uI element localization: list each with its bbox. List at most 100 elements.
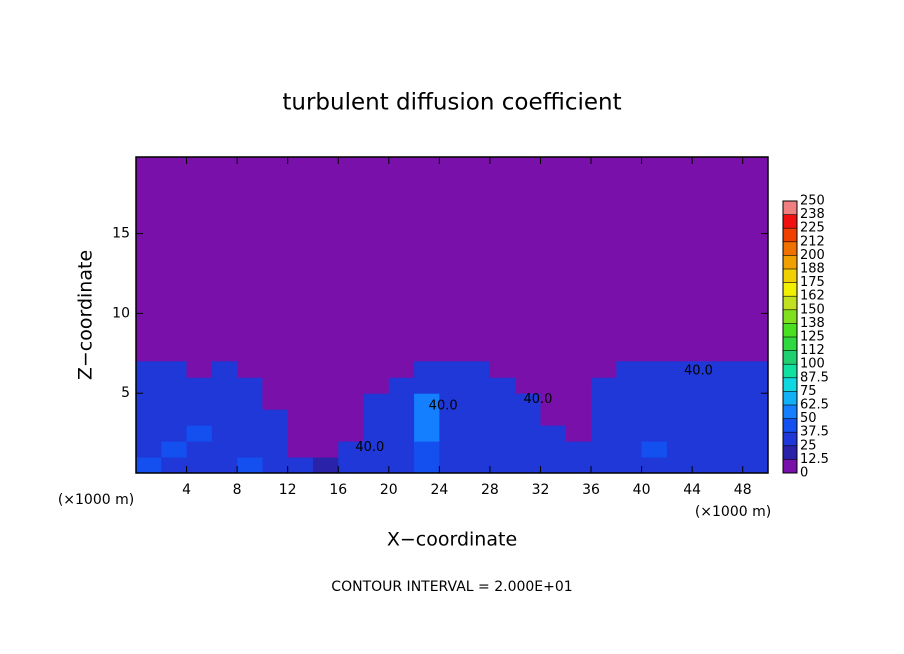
field-cell (237, 441, 263, 458)
field-cell (540, 361, 567, 378)
colorbar-label: 0 (800, 466, 808, 481)
field-cell (136, 425, 162, 442)
field-cell (287, 409, 314, 426)
field-cell (464, 441, 491, 458)
field-cell (338, 377, 365, 394)
field-cell (186, 425, 213, 442)
field-cell (489, 457, 516, 474)
field-cell (742, 425, 769, 442)
field-cell (591, 441, 617, 458)
field-cell (641, 393, 668, 410)
field-cell (338, 393, 365, 410)
field-cell (616, 377, 643, 394)
colorbar-label: 162 (800, 289, 825, 304)
field-cell (287, 457, 314, 474)
field-cell (641, 441, 668, 458)
field-cell (464, 425, 491, 442)
field-cell (388, 377, 415, 394)
colorbar-swatch (783, 405, 797, 419)
field-cell (363, 409, 390, 426)
field-cell (136, 377, 162, 394)
field-cell (641, 409, 668, 426)
field-cell (641, 457, 668, 474)
field-cell (565, 361, 592, 378)
chart-title: turbulent diffusion coefficient (282, 90, 621, 116)
field-cell (515, 425, 541, 442)
field-cell (439, 441, 466, 458)
field-cell (666, 457, 693, 474)
colorbar-label: 225 (800, 221, 825, 236)
field-cell (186, 361, 213, 378)
colorbar-swatch (783, 214, 797, 229)
y-axis-label: Z−coordinate (75, 250, 97, 380)
field-cell (692, 425, 718, 442)
x-unit: (×1000 m) (695, 504, 771, 520)
colorbar-swatch (783, 282, 797, 297)
colorbar-label: 12.5 (800, 452, 829, 467)
field-cell (388, 361, 415, 378)
field-cell (363, 393, 390, 410)
field-cell (211, 441, 238, 458)
field-cell (717, 425, 744, 442)
field-cell (742, 361, 769, 378)
colorbar-label: 75 (800, 384, 817, 399)
field-cell (717, 377, 744, 394)
field-cell (439, 377, 466, 394)
field-cell (692, 393, 718, 410)
x-tick-label: 24 (430, 482, 448, 498)
field-cell (565, 457, 592, 474)
field-cell (565, 393, 592, 410)
field-cell (515, 361, 541, 378)
field-cell (414, 425, 440, 442)
field-cell (414, 361, 440, 378)
field-cell (211, 377, 238, 394)
contour-label: 40.0 (355, 440, 384, 455)
field-cell (565, 425, 592, 442)
field-cell (262, 409, 289, 426)
field-cell (363, 361, 390, 378)
x-tick-label: 32 (532, 482, 550, 498)
x-tick-label: 44 (683, 482, 701, 498)
field-cell (287, 377, 314, 394)
field-cell (692, 441, 718, 458)
field-cell (591, 425, 617, 442)
colorbar-swatch (783, 255, 797, 269)
colorbar-swatch (783, 432, 797, 446)
field-cell (616, 425, 643, 442)
field-cell (161, 457, 188, 474)
field-cell (616, 409, 643, 426)
field-cell (211, 425, 238, 442)
x-tick-label: 28 (481, 482, 499, 498)
field-cell (136, 393, 162, 410)
field-cell (312, 361, 339, 378)
field-cell (489, 441, 516, 458)
field-cell (287, 441, 314, 458)
field-cell (414, 409, 440, 426)
plot-frame (135, 156, 769, 474)
colorbar-swatch (783, 296, 797, 310)
field-cell (388, 457, 415, 474)
x-tick-label: 4 (182, 482, 191, 498)
field-cell (161, 409, 188, 426)
y-tick-label: 15 (112, 226, 130, 242)
colorbar-label: 87.5 (800, 370, 829, 385)
field-cell (591, 393, 617, 410)
field-cell (742, 393, 769, 410)
field-cell (211, 393, 238, 410)
x-tick-label: 20 (380, 482, 398, 498)
colorbar-swatch (783, 228, 797, 242)
field-cell (287, 425, 314, 442)
field-cell (414, 457, 440, 474)
field-cell (540, 409, 567, 426)
field-cell (363, 441, 390, 458)
contour-label: 40.0 (523, 392, 552, 407)
field-cell (641, 425, 668, 442)
field-cell (565, 409, 592, 426)
colorbar-swatch (783, 269, 797, 283)
colorbar-swatch (783, 377, 797, 392)
colorbar-label: 112 (800, 343, 825, 358)
x-tick-label: 48 (734, 482, 752, 498)
field-cell (591, 457, 617, 474)
field-cell (414, 441, 440, 458)
x-tick-label: 12 (279, 482, 297, 498)
